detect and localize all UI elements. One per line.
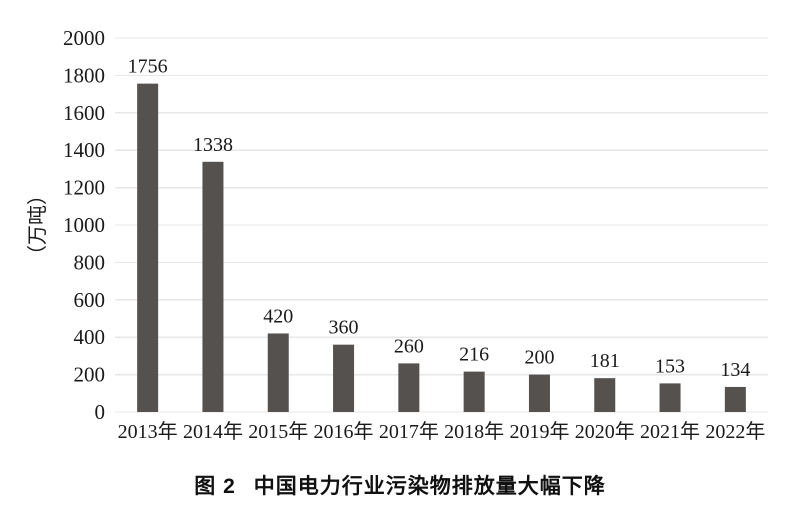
bar-value-label: 181 (590, 350, 620, 372)
bar (267, 333, 289, 412)
x-tick-label: 2021年 (640, 420, 700, 443)
y-tick-label: 1800 (63, 63, 105, 87)
y-tick-label: 800 (74, 250, 106, 274)
y-tick-label: 1000 (63, 213, 105, 237)
x-tick-label: 2020年 (575, 420, 635, 443)
bar-chart: 0 200 400 600 800 1000 1200 1400 1600 1800 2000 （万吨… (26, 26, 768, 443)
y-tick-label: 1600 (63, 101, 105, 125)
figure-caption: 图 2 中国电力行业污染物排放量大幅下降 (0, 470, 800, 500)
y-tick-label: 1200 (63, 176, 105, 200)
bar (202, 161, 224, 412)
bar-value-label: 360 (329, 317, 359, 339)
bar-value-label: 420 (263, 305, 293, 327)
bar (463, 371, 485, 412)
x-tick-label: 2016年 (314, 420, 374, 443)
y-tick-label: 1400 (63, 138, 105, 162)
x-tick-label: 2014年 (183, 420, 243, 443)
bar (398, 363, 420, 412)
y-tick-label: 0 (95, 400, 106, 424)
bar-chart-canvas: 0 200 400 600 800 1000 1200 1400 1600 1800 2000 （万吨… (26, 26, 768, 443)
y-tick-label: 600 (74, 288, 106, 312)
y-axis-title: （万吨） (26, 185, 49, 265)
bar (528, 374, 550, 412)
x-tick-label: 2017年 (379, 420, 439, 443)
bar (659, 383, 681, 412)
figure-caption-title: 中国电力行业污染物排放量大幅下降 (253, 475, 606, 498)
bar-value-label: 216 (459, 344, 489, 366)
bar-value-label: 200 (524, 347, 554, 369)
bar (594, 378, 616, 412)
x-tick-label: 2013年 (118, 420, 178, 443)
x-tick-label: 2019年 (509, 420, 569, 443)
y-tick-label: 400 (74, 325, 106, 349)
bar (333, 344, 355, 412)
x-tick-label: 2015年 (248, 420, 308, 443)
bar-value-label: 1756 (128, 56, 168, 78)
bar-value-label: 1338 (193, 134, 233, 156)
figure-caption-label: 图 2 (194, 475, 236, 498)
x-tick-label: 2022年 (705, 420, 765, 443)
bar-value-label: 153 (655, 355, 685, 377)
bar (137, 83, 159, 413)
bar-value-label: 134 (720, 359, 750, 381)
x-tick-label: 2018年 (444, 420, 504, 443)
y-tick-label: 200 (74, 363, 106, 387)
bar (724, 386, 746, 412)
y-tick-label: 2000 (63, 26, 105, 50)
bar-value-label: 260 (394, 335, 424, 357)
